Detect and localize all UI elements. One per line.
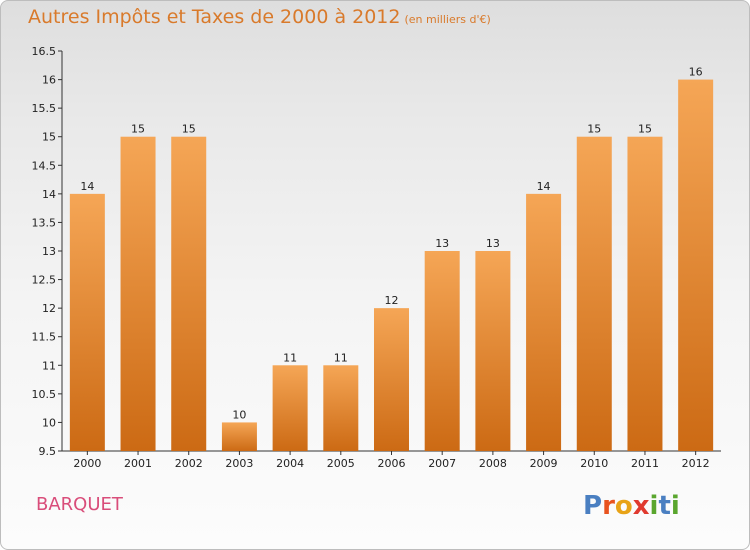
chart-title: Autres Impôts et Taxes de 2000 à 2012 (en… [28,6,491,28]
y-tick-label: 14.5 [32,159,57,172]
logo-letter: t [658,491,671,521]
bar-value-label: 14 [537,180,551,193]
x-tick-label: 2008 [479,457,507,470]
bar-value-label: 13 [486,237,500,250]
bar [374,308,409,451]
bar [678,79,714,452]
y-tick-label: 13.5 [32,216,57,229]
x-tick-label: 2010 [580,457,608,470]
logo-letter: o [614,491,633,521]
y-tick-label: 15.5 [32,102,57,115]
x-tick-label: 2001 [124,457,152,470]
logo-letter: i [649,491,659,521]
y-tick-label: 11 [42,359,56,372]
bar-value-label: 14 [80,180,94,193]
bar [272,365,308,451]
x-tick-label: 2007 [428,457,456,470]
y-tick-label: 14 [42,188,56,201]
x-tick-label: 2009 [530,457,558,470]
bar-value-label: 15 [587,123,601,136]
y-tick-label: 10.5 [32,388,57,401]
y-tick-label: 12 [42,302,56,315]
chart-title-text: Autres Impôts et Taxes de 2000 à 2012 [28,6,401,28]
x-tick-label: 2012 [682,457,710,470]
y-tick-label: 9.5 [39,445,57,458]
logo-letter: i [670,491,680,521]
y-tick-label: 16.5 [32,45,57,58]
bar [171,136,207,451]
bar-value-label: 10 [232,408,246,421]
logo-letter: r [602,491,615,521]
bar [526,193,562,451]
x-tick-label: 2004 [276,457,304,470]
y-tick-label: 13 [42,245,56,258]
bar-value-label: 15 [182,123,196,136]
commune-name: BARQUET [36,494,123,515]
bar [576,136,612,451]
bar [627,136,663,451]
y-tick-label: 10 [42,416,56,429]
x-tick-label: 2006 [378,457,406,470]
bar [424,251,460,451]
logo-letter: x [632,491,650,521]
chart-subtitle: (en milliers d'€) [404,13,491,26]
bar-value-label: 12 [385,294,399,307]
proxiti-logo: Proxiti [583,491,680,521]
bar-value-label: 13 [435,237,449,250]
x-tick-label: 2000 [73,457,101,470]
bar [323,365,359,451]
bar-value-label: 11 [334,351,348,364]
bar [221,422,257,451]
x-tick-label: 2003 [225,457,253,470]
y-tick-label: 11.5 [32,331,57,344]
bar [69,193,105,451]
x-tick-label: 2005 [327,457,355,470]
bar-value-label: 11 [283,351,297,364]
y-tick-label: 16 [42,74,56,87]
bar [475,251,511,451]
bar-value-label: 15 [131,123,145,136]
logo-letter: P [583,491,603,521]
bar [120,136,156,451]
y-tick-label: 12.5 [32,274,57,287]
x-tick-label: 2011 [631,457,659,470]
x-tick-label: 2002 [175,457,203,470]
bar-value-label: 15 [638,123,652,136]
bar-value-label: 16 [689,66,703,79]
y-tick-label: 15 [42,131,56,144]
